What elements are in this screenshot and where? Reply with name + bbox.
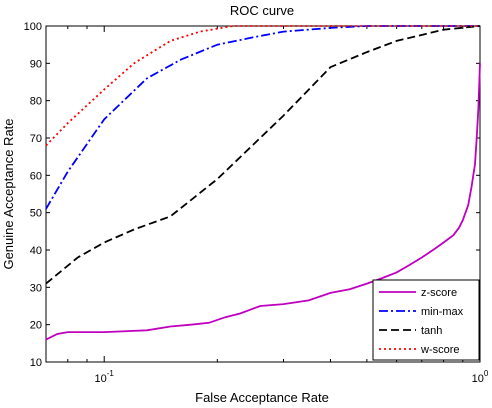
- series-line-z-score: [45, 63, 481, 341]
- y-tick-label: 90: [30, 58, 42, 70]
- series-line-w-score: [45, 25, 480, 147]
- y-tick-label: 50: [30, 208, 42, 220]
- series-line-min-max: [45, 25, 480, 210]
- chart-title: ROC curve: [230, 3, 294, 18]
- legend-label: tanh: [421, 325, 442, 337]
- y-tick-label: 30: [30, 282, 42, 294]
- series-line-tanh: [45, 25, 481, 285]
- y-tick-label: 10: [30, 357, 42, 369]
- legend-label: z-score: [421, 287, 457, 299]
- series-layer: [45, 25, 481, 341]
- legend-label: min-max: [421, 306, 464, 318]
- x-tick-label: 10-1: [95, 369, 115, 385]
- x-tick-label: 100: [472, 369, 489, 385]
- legend-label: w-score: [420, 344, 460, 356]
- legend: z-score min-max tanh w-score: [372, 279, 480, 361]
- y-tick-label: 40: [30, 245, 42, 257]
- y-axis: 10 20 30 40 50 60 70 80 90 100: [24, 21, 480, 369]
- y-tick-label: 80: [30, 96, 42, 108]
- y-tick-label: 20: [30, 320, 42, 332]
- y-axis-label: Genuine Acceptance Rate: [1, 118, 16, 269]
- y-tick-label: 70: [30, 133, 42, 145]
- legend-box: [372, 279, 480, 361]
- x-axis-label: False Acceptance Rate: [195, 390, 329, 405]
- y-tick-label: 60: [30, 170, 42, 182]
- y-tick-label: 100: [24, 21, 42, 33]
